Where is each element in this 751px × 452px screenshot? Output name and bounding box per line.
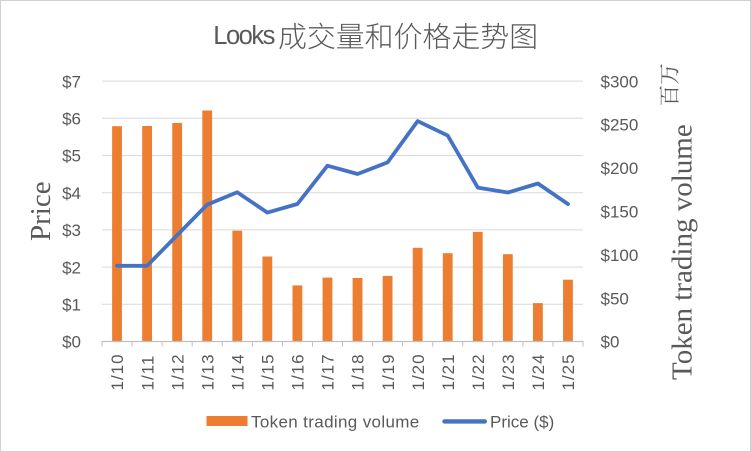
svg-text:$300: $300	[601, 72, 639, 91]
svg-text:1/23: 1/23	[499, 353, 518, 390]
svg-text:1/19: 1/19	[379, 353, 398, 390]
svg-text:$5: $5	[62, 147, 81, 166]
svg-text:1/12: 1/12	[168, 353, 187, 390]
svg-text:1/20: 1/20	[409, 353, 428, 390]
svg-text:$50: $50	[601, 289, 629, 308]
svg-text:$150: $150	[601, 203, 639, 222]
svg-text:Looks: Looks	[213, 22, 274, 50]
svg-text:1/21: 1/21	[439, 353, 458, 390]
svg-text:1/16: 1/16	[289, 353, 308, 390]
svg-text:Price ($): Price ($)	[490, 413, 554, 432]
svg-text:$4: $4	[62, 184, 81, 203]
svg-text:1/24: 1/24	[529, 353, 548, 390]
svg-text:Price: Price	[25, 181, 57, 241]
svg-text:1/10: 1/10	[108, 353, 127, 390]
svg-text:$6: $6	[62, 110, 81, 129]
svg-text:$2: $2	[62, 258, 81, 277]
svg-text:$250: $250	[601, 116, 639, 135]
svg-text:1/17: 1/17	[319, 353, 338, 390]
svg-text:Token trading volume: Token trading volume	[667, 124, 699, 380]
svg-text:1/15: 1/15	[259, 353, 278, 390]
svg-text:$100: $100	[601, 246, 639, 265]
svg-text:Token trading volume: Token trading volume	[251, 413, 420, 432]
svg-text:$7: $7	[62, 72, 81, 91]
svg-text:1/25: 1/25	[559, 353, 578, 390]
svg-text:$200: $200	[601, 159, 639, 178]
svg-text:1/11: 1/11	[138, 355, 157, 391]
svg-text:$3: $3	[62, 221, 81, 240]
svg-text:1/18: 1/18	[349, 353, 368, 390]
svg-text:$1: $1	[62, 296, 81, 315]
svg-text:1/22: 1/22	[469, 353, 488, 390]
svg-text:1/14: 1/14	[228, 353, 247, 390]
svg-text:$0: $0	[601, 333, 620, 352]
svg-text:$0: $0	[62, 333, 81, 352]
svg-text:1/13: 1/13	[198, 353, 217, 390]
